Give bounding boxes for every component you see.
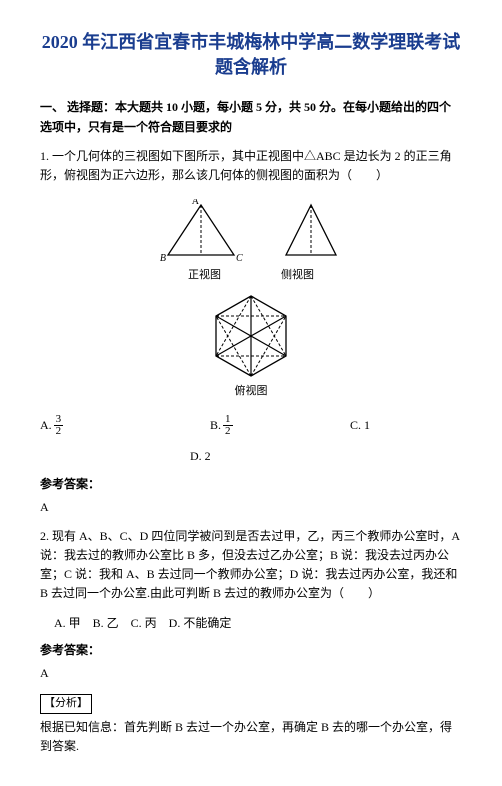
section-heading: 一、 选择题：本大题共 10 小题，每小题 5 分，共 50 分。在每小题给出的… [40,98,462,136]
side-view-figure [276,199,346,265]
analysis-text: 根据已知信息：首先判断 B 去过一个办公室，再确定 B 去的哪一个办公室，得到答… [40,718,462,756]
vertex-b-label: B [160,253,166,264]
hexagon-wrap: 俯视图 [40,291,462,401]
figure-row-top: A B C [40,199,462,265]
front-view-figure: A B C [156,199,246,265]
vertex-c-label: C [236,253,243,264]
option-b: B. 1 2 [210,414,350,437]
option-a: A. 3 2 [40,414,190,437]
figures-block: A B C 正视图 侧视图 俯视图 [40,199,462,400]
vertex-a-label: A [192,199,200,207]
option-a-den: 2 [54,426,64,437]
q2-answer-label: 参考答案： [40,641,462,660]
front-view-label: 正视图 [188,267,221,285]
option-b-den: 2 [223,426,233,437]
page-title: 2020 年江西省宜春市丰城梅林中学高二数学理联考试题含解析 [40,30,462,80]
q2-answer: A [40,664,462,683]
option-c: C. 1 [350,414,410,437]
figure-labels-top: 正视图 侧视图 [40,267,462,285]
q1-options: A. 3 2 B. 1 2 C. 1 [40,414,462,437]
option-a-letter: A. [40,416,52,435]
option-b-fraction: 1 2 [223,414,233,437]
option-a-fraction: 3 2 [54,414,64,437]
side-view-label: 侧视图 [281,267,314,285]
q1-answer: A [40,498,462,517]
option-b-letter: B. [210,416,221,435]
q1-options-row2: D. 2 [40,447,462,466]
option-d: D. 2 [190,447,211,466]
question-2-text: 2. 现有 A、B、C、D 四位同学被问到是否去过甲，乙，丙三个教师办公室时，A… [40,527,462,604]
analysis-tag: 【分析】 [40,694,92,714]
top-view-figure [201,291,301,381]
q1-answer-label: 参考答案： [40,475,462,494]
question-1-text: 1. 一个几何体的三视图如下图所示，其中正视图中△ABC 是边长为 2 的正三角… [40,147,462,185]
top-view-label: 俯视图 [40,383,462,401]
q2-options: A. 甲 B. 乙 C. 丙 D. 不能确定 [54,614,462,633]
